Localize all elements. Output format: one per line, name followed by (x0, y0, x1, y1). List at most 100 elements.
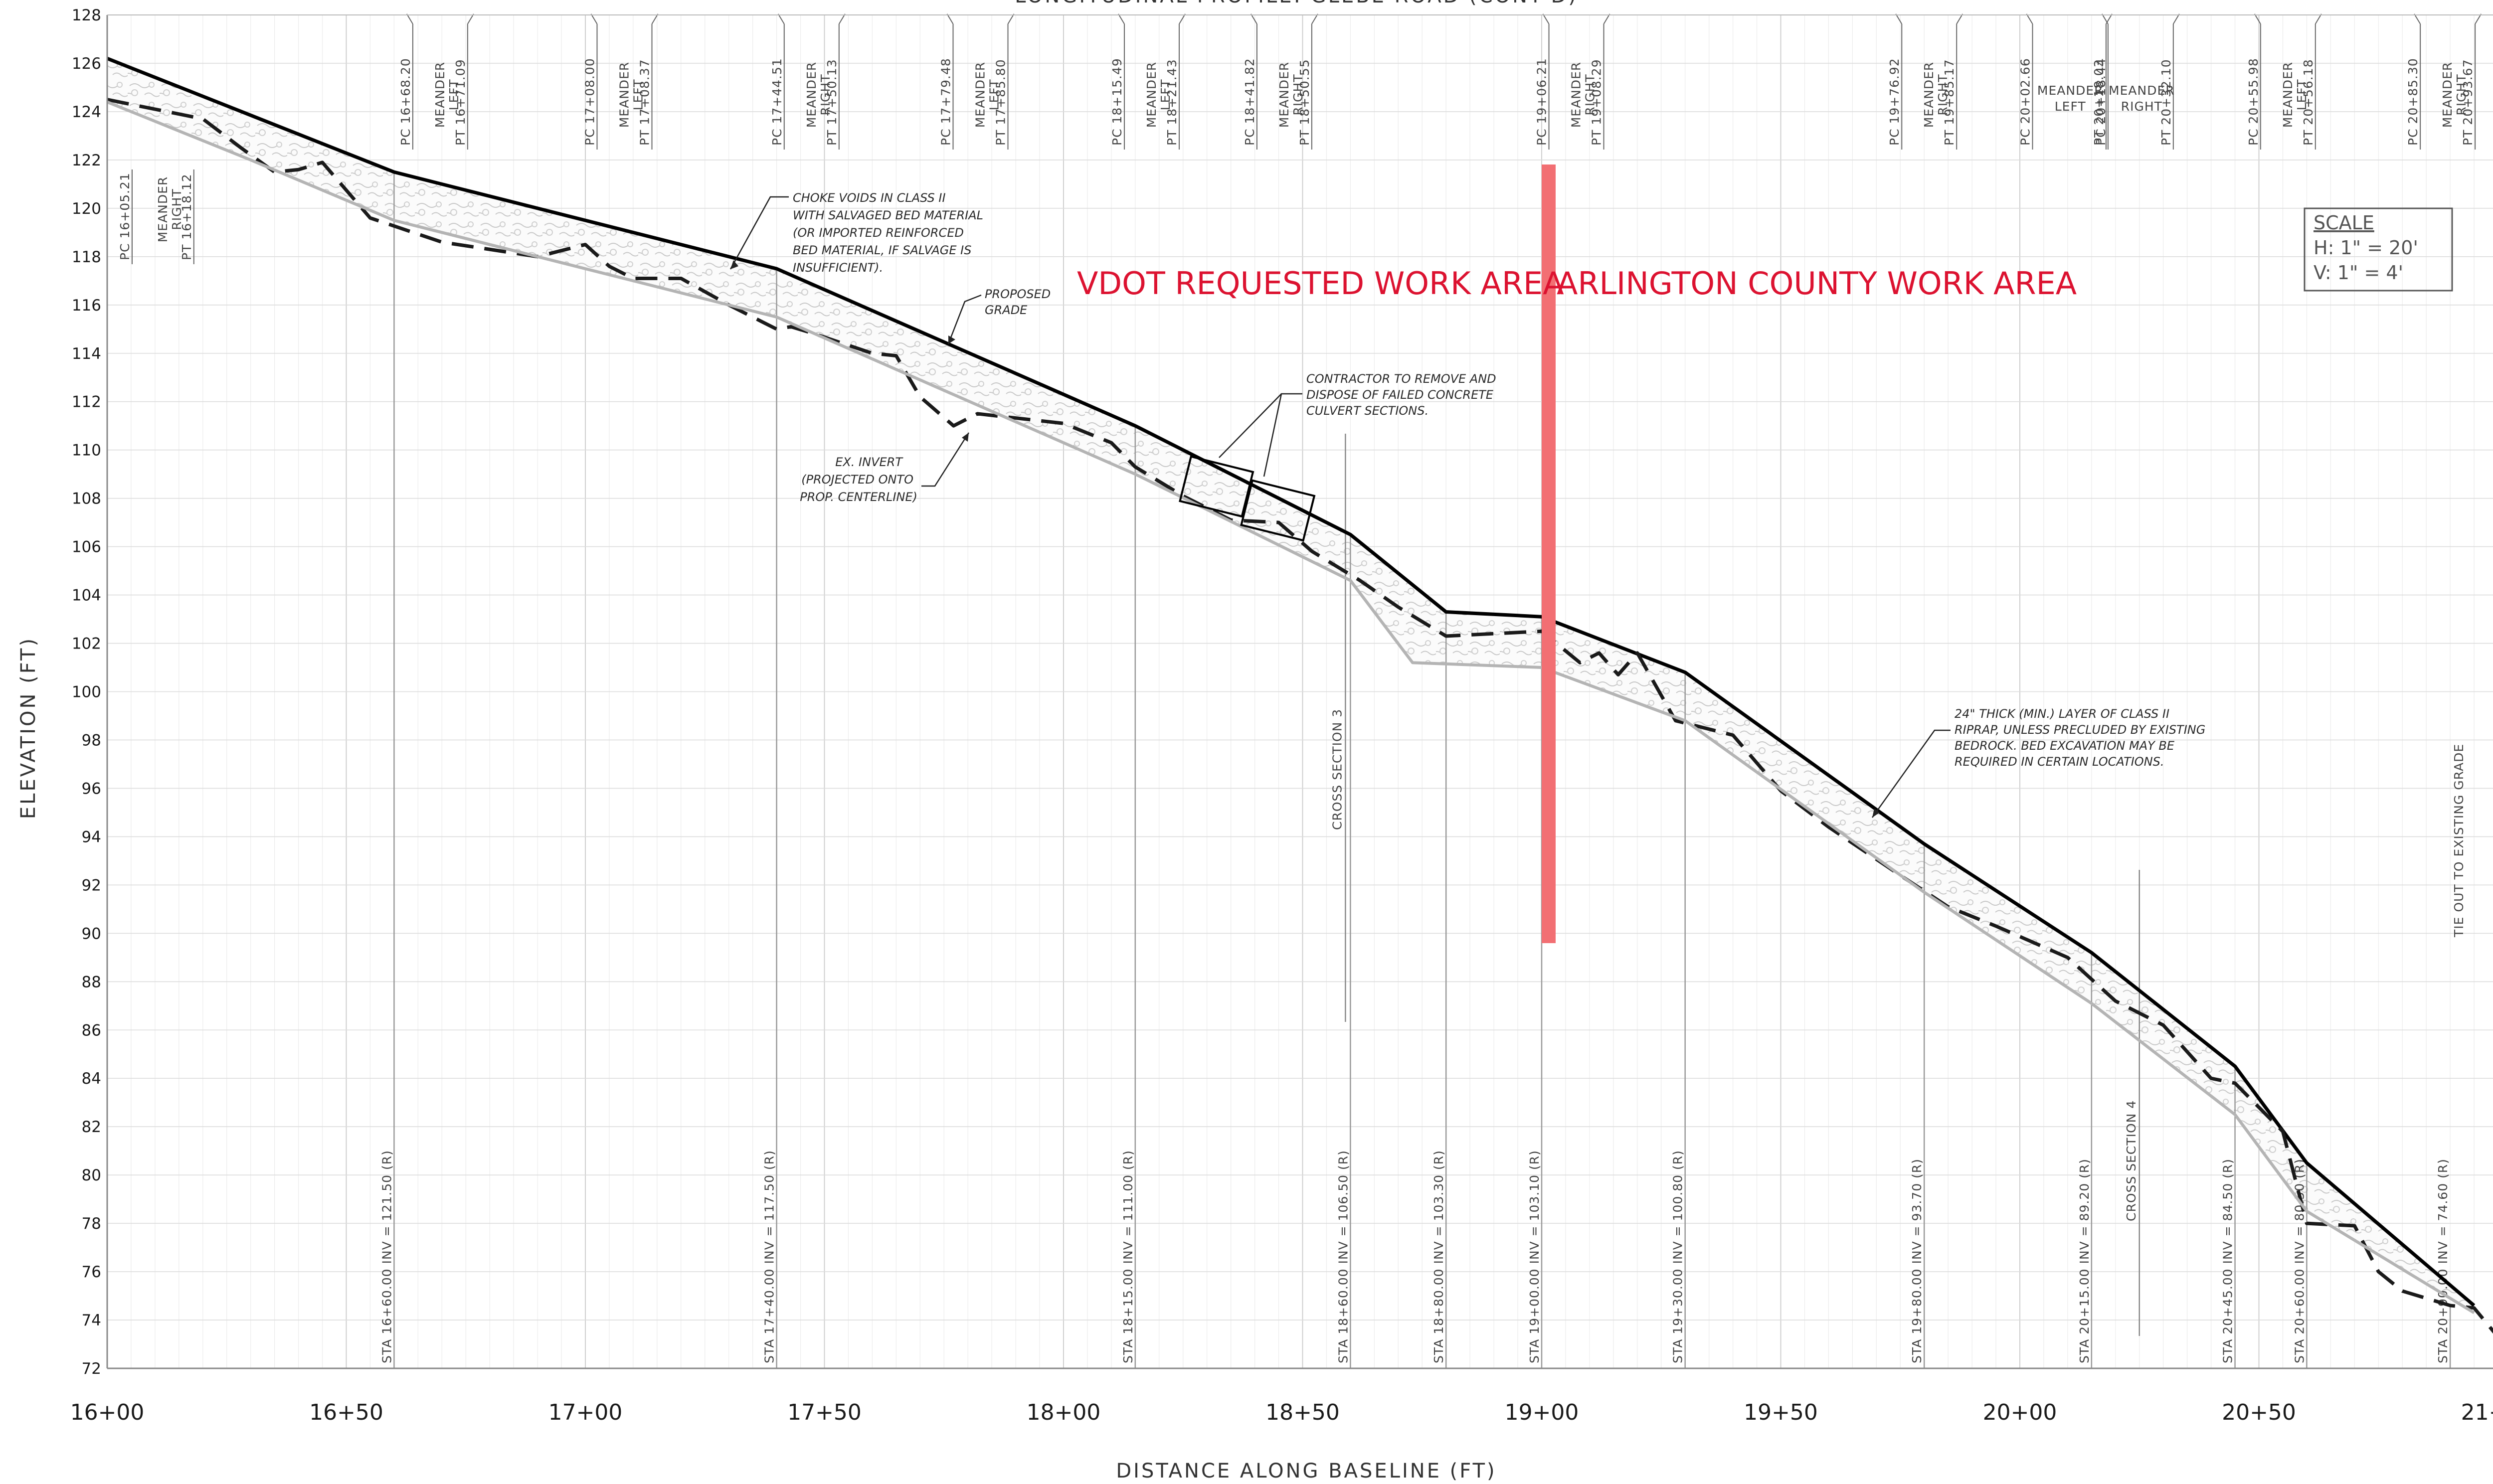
meander-direction-label: RIGHT (1583, 74, 1598, 115)
meander-pt-label: PT 19+85.17 (1942, 59, 1957, 146)
meander-flag (590, 13, 598, 24)
contractor-note-line: CULVERT SECTIONS. (1306, 404, 1428, 418)
meander-pt-label: PT 16+71.09 (453, 59, 468, 146)
y-tick-label-left: 78 (82, 1215, 101, 1233)
meander-direction-label: RIGHT (1936, 74, 1950, 115)
y-tick-label-left: 126 (72, 55, 101, 73)
station-invert-label: STA 20+45.00 INV = 84.50 (R) (2221, 1158, 2235, 1363)
meander-pt-label: PT 17+85.80 (994, 59, 1008, 146)
meander-direction-label: MEANDER (1144, 62, 1159, 128)
riprap-note-arrowhead (1872, 809, 1880, 818)
meander-pt-label: PT 19+08.29 (1590, 59, 1604, 146)
station-invert-label: STA 19+30.00 INV = 100.80 (R) (1671, 1150, 1685, 1363)
ex-invert-leader (921, 432, 970, 487)
proposed-grade-note: PROPOSED GRADE (947, 287, 1051, 344)
meander-flag (946, 13, 954, 24)
riprap-band (107, 58, 2475, 1313)
ex-invert-line: EX. INVERT (835, 455, 903, 469)
meander-flag (2101, 13, 2109, 24)
failed-culvert-box (1179, 455, 1254, 518)
choke-note-arrowhead (730, 260, 738, 269)
x-tick-label: 18+50 (1265, 1400, 1340, 1425)
meander-pc-label: PC 20+85.30 (2406, 58, 2420, 146)
meander-flag (1311, 13, 1318, 24)
meander-pt-label: PT 20+18.03 (2092, 59, 2106, 146)
ex-invert-line: (PROJECTED ONTO (801, 473, 913, 487)
x-tick-label: 17+00 (548, 1400, 623, 1425)
x-tick-label: 20+50 (2222, 1400, 2296, 1425)
work-area-boundary (1542, 165, 1556, 943)
y-tick-label-left: 114 (72, 345, 101, 363)
meander-direction-label: MEANDER (1277, 62, 1291, 128)
meander-pc-label: PC 20+55.98 (2246, 58, 2261, 146)
y-tick-label-left: 118 (72, 248, 101, 266)
y-tick-label-left: 112 (72, 393, 101, 411)
meander-pc-label: PC 20+18.44 (2094, 58, 2108, 146)
station-invert-label: STA 19+80.00 INV = 93.70 (R) (1910, 1158, 1924, 1363)
meander-pc-label: PC 19+76.92 (1887, 58, 1902, 146)
meander-pc-label: PC 20+02.66 (2018, 58, 2033, 146)
meander-flag (406, 13, 413, 24)
meander-flag (1895, 13, 1903, 24)
y-tick-label-left: 88 (82, 973, 101, 991)
meander-pt-label: PT 20+32.10 (2159, 59, 2173, 146)
scale-box: SCALE H: 1" = 20' V: 1" = 4' (2304, 207, 2453, 292)
station-invert-label: STA 17+40.00 INV = 117.50 (R) (762, 1150, 777, 1363)
meander-direction-label: LEFT (2055, 99, 2086, 114)
scale-vertical: V: 1" = 4' (2314, 262, 2403, 284)
station-invert-label: STA 20+90.00 INV = 74.60 (R) (2436, 1158, 2450, 1363)
meander-flag (1956, 13, 1963, 24)
meander-pc-label: PC 19+06.21 (1535, 58, 1549, 146)
riprap-layer (107, 58, 2475, 1313)
failed-culvert-section-1 (1179, 455, 1254, 518)
meander-pc-label: PC 18+15.49 (1110, 58, 1124, 146)
y-tick-label-left: 122 (72, 152, 101, 169)
meander-flag (651, 13, 659, 24)
meander-direction-label: MEANDER (804, 62, 819, 128)
contractor-note-leader (1263, 393, 1282, 477)
meander-flag (1603, 13, 1610, 24)
station-invert-label: STA 20+15.00 INV = 89.20 (R) (2077, 1158, 2092, 1363)
scale-title: SCALE (2314, 212, 2374, 234)
meander-flag (2254, 13, 2261, 24)
ex-invert-arrowhead (962, 433, 969, 442)
meander-direction-label: LEFT (1158, 79, 1173, 111)
x-tick-label: 19+00 (1505, 1400, 1579, 1425)
meander-pc-label: PC 17+44.51 (770, 58, 784, 146)
y-tick-label-left: 76 (82, 1263, 101, 1281)
meander-direction-label: MEANDER (2281, 62, 2295, 128)
meander-direction-label: MEANDER (617, 62, 631, 128)
meander-pt-label: PT 20+56.18 (2301, 59, 2315, 146)
meander-flag (1007, 13, 1015, 24)
riprap-bottom-line (106, 100, 2475, 1315)
y-tick-label-left: 124 (72, 103, 101, 121)
meander-flag (2172, 13, 2180, 24)
contractor-note-line: CONTRACTOR TO REMOVE AND (1306, 372, 1496, 386)
meander-direction-label: MEANDER (156, 176, 170, 243)
meander-direction-label: LEFT (2295, 79, 2309, 111)
ex-invert-line: PROP. CENTERLINE) (800, 490, 917, 504)
station-lines: STA 16+60.00 INV = 121.50 (R) STA 17+40.0… (379, 172, 2466, 1368)
y-tick-label-left: 82 (82, 1118, 101, 1136)
meander-direction-label: MEANDER (433, 62, 447, 128)
y-tick-label-left: 96 (82, 780, 101, 798)
meander-pc-label: PC 16+05.21 (118, 172, 132, 260)
station-invert-label: STA 18+15.00 INV = 111.00 (R) (1121, 1150, 1135, 1363)
meander-direction-label: MEANDER (2109, 83, 2175, 98)
meander-pt-label: PT 20+93.67 (2461, 59, 2475, 146)
station-invert-label: STA 19+00.00 INV = 103.10 (R) (1527, 1150, 1542, 1363)
contractor-note-line: DISPOSE OF FAILED CONCRETE (1306, 388, 1494, 402)
meander-direction-label: LEFT (631, 79, 645, 111)
y-tick-label-left: 86 (82, 1021, 101, 1039)
x-tick-label: 18+00 (1027, 1400, 1101, 1425)
meander-pt-label: PT 18+50.55 (1297, 59, 1312, 146)
x-tick-label: 16+00 (70, 1400, 145, 1425)
failed-culvert-box (1240, 479, 1316, 542)
meander-pc-label: PC 17+08.00 (582, 58, 597, 146)
meander-direction-label: MEANDER (1569, 62, 1584, 128)
choke-note-line: CHOKE VOIDS IN CLASS II (793, 191, 946, 205)
proposed-grade-line: PROPOSED (985, 287, 1051, 301)
scale-box-frame (2304, 207, 2453, 292)
